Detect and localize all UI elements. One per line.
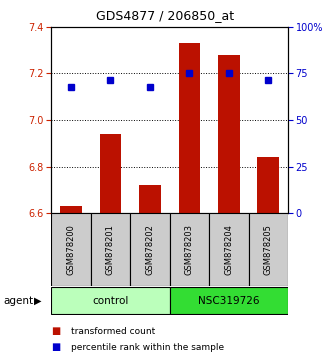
Text: ■: ■ <box>51 326 61 336</box>
Text: percentile rank within the sample: percentile rank within the sample <box>71 343 224 352</box>
Text: GSM878202: GSM878202 <box>145 224 155 275</box>
Text: GSM878204: GSM878204 <box>224 224 233 275</box>
Text: ▶: ▶ <box>34 296 42 306</box>
Bar <box>169 213 209 286</box>
Text: GSM878205: GSM878205 <box>264 224 273 275</box>
Bar <box>139 185 161 213</box>
Bar <box>218 55 240 213</box>
Bar <box>51 287 169 314</box>
Bar <box>60 206 82 213</box>
Bar <box>249 213 288 286</box>
Text: GSM878200: GSM878200 <box>67 224 75 275</box>
Text: agent: agent <box>3 296 33 306</box>
Text: control: control <box>92 296 129 306</box>
Bar <box>258 158 279 213</box>
Text: GDS4877 / 206850_at: GDS4877 / 206850_at <box>96 9 235 22</box>
Bar <box>178 43 200 213</box>
Text: ■: ■ <box>51 342 61 352</box>
Bar <box>169 287 288 314</box>
Bar <box>100 134 121 213</box>
Text: NSC319726: NSC319726 <box>198 296 260 306</box>
Bar <box>51 213 91 286</box>
Bar <box>130 213 169 286</box>
Bar <box>91 213 130 286</box>
Text: transformed count: transformed count <box>71 327 156 336</box>
Bar <box>209 213 249 286</box>
Text: GSM878203: GSM878203 <box>185 224 194 275</box>
Text: GSM878201: GSM878201 <box>106 224 115 275</box>
